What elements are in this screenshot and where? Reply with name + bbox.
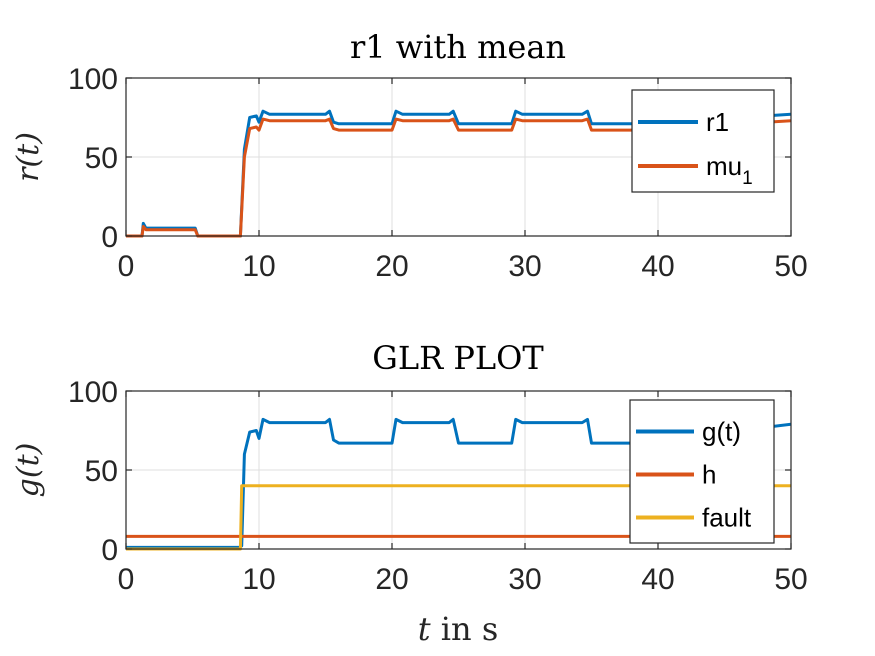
y-tick-label: 50	[85, 142, 118, 175]
x-tick-label: 50	[774, 563, 807, 596]
legend-label-text: mu	[706, 151, 742, 181]
legend-label: mu1	[706, 151, 753, 189]
legend-label-text: g(t)	[702, 417, 741, 447]
y-axis-label: r(t)	[11, 132, 46, 182]
x-tick-label: 0	[118, 563, 135, 596]
legend: g(t) h fault	[629, 399, 775, 544]
legend-label: g(t)	[702, 417, 741, 447]
x-tick-label: 10	[242, 563, 275, 596]
legend-label-text: h	[702, 460, 716, 490]
x-tick-label: 20	[375, 250, 408, 283]
x-tick-label: 40	[641, 563, 674, 596]
x-tick-label: 30	[508, 250, 541, 283]
legend-label: fault	[702, 503, 752, 533]
x-tick-label: 50	[774, 250, 807, 283]
legend-label-subscript: 1	[742, 168, 753, 189]
y-tick-label: 100	[68, 63, 118, 96]
x-tick-label: 0	[118, 250, 135, 283]
series-line-mu-1	[126, 117, 791, 238]
x-tick-label: 30	[508, 563, 541, 596]
chart-title: GLR PLOT	[372, 339, 544, 377]
y-tick-label: 100	[68, 376, 118, 409]
series-line-g-t-	[126, 417, 791, 549]
y-axis-label: g(t)	[11, 443, 46, 498]
legend-label-text: fault	[702, 503, 752, 533]
plot-r1-with-mean: r1 with mean r(t) 0 10 20 30 40 50 0 50 100 r1 mu1	[11, 28, 808, 283]
x-axis-label-unit: in s	[431, 610, 499, 648]
x-axis-label: t in s	[418, 610, 498, 648]
x-tick-label: 40	[641, 250, 674, 283]
plot-glr: GLR PLOT g(t) 0 10 20 30 40 50 0 50 100 g(t) h faul…	[11, 339, 808, 596]
y-tick-label: 0	[101, 534, 118, 567]
x-tick-label: 10	[242, 250, 275, 283]
y-tick-label: 0	[101, 221, 118, 254]
chart-title: r1 with mean	[350, 28, 566, 66]
x-axis-label-variable: t	[418, 610, 431, 648]
legend-box	[631, 89, 775, 193]
legend-label: h	[702, 460, 716, 490]
y-tick-label: 50	[85, 455, 118, 488]
x-tick-label: 20	[375, 563, 408, 596]
legend-label-text: r1	[706, 107, 729, 137]
legend: r1 mu1	[631, 89, 775, 193]
legend-label: r1	[706, 107, 729, 137]
